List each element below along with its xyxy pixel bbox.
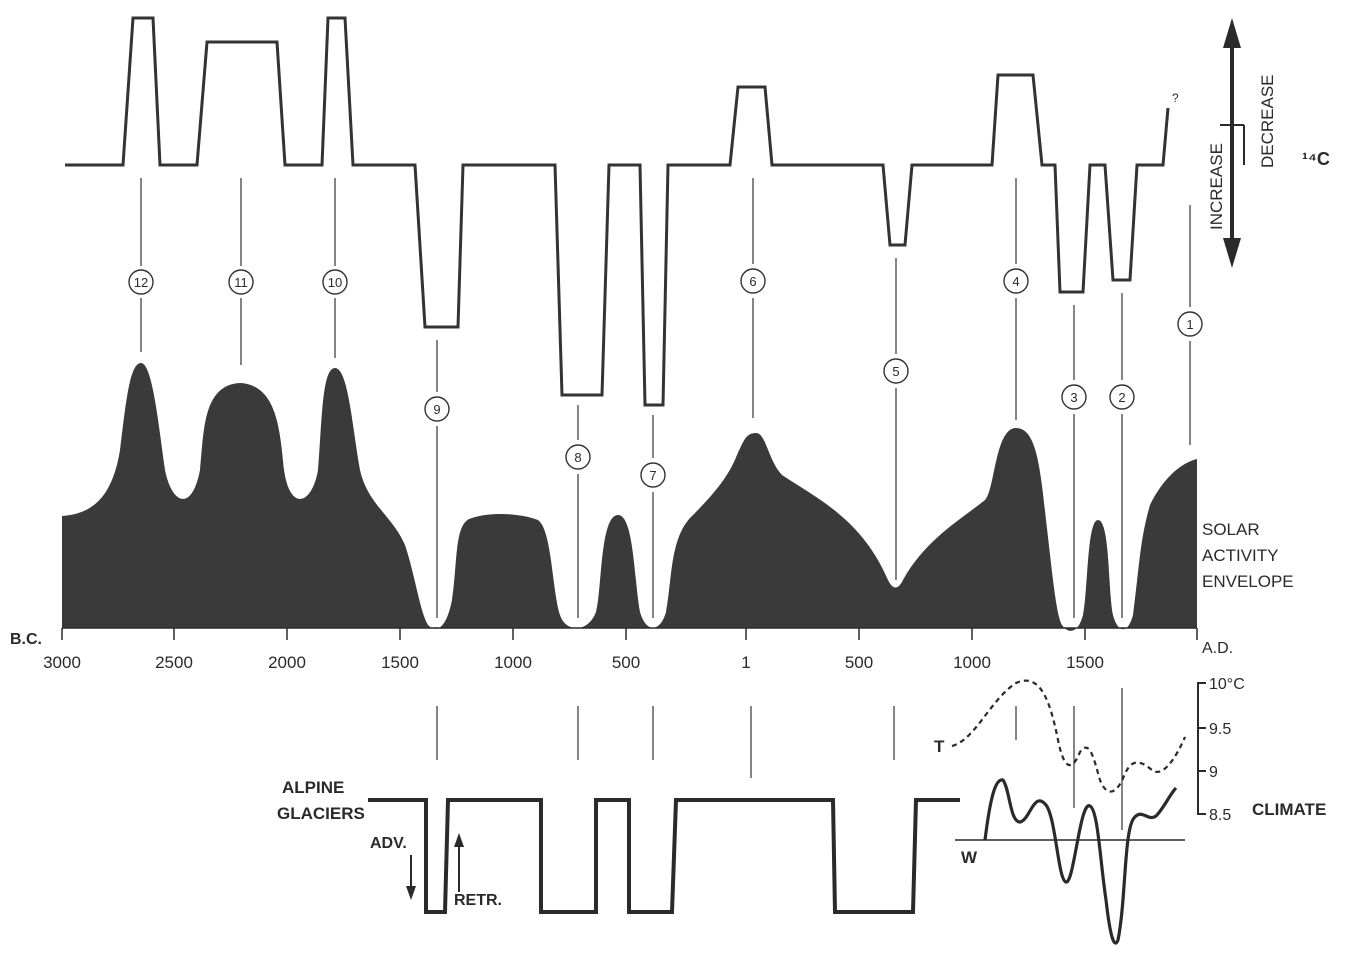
c14-panel: ? DECREASE INCREASE ¹⁴C <box>65 16 1330 407</box>
event-marker-1: 1 <box>1177 311 1203 337</box>
climate-title: CLIMATE <box>1252 800 1326 819</box>
climate-tick-9-5: 9.5 <box>1209 721 1231 738</box>
tick-label-1500ad: 1500 <box>1066 653 1104 672</box>
c14-decrease-label: DECREASE <box>1258 74 1277 168</box>
tick-label-2000: 2000 <box>268 653 306 672</box>
temperature-label: T <box>934 737 945 756</box>
climate-scale <box>1197 682 1206 815</box>
wetness-curve <box>983 778 1178 945</box>
event-marker-9: 9 <box>424 396 450 422</box>
event-marker-11: 11 <box>228 269 254 295</box>
glaciers-title-line1: ALPINE <box>282 778 344 797</box>
svg-text:7: 7 <box>649 468 656 483</box>
svg-text:10: 10 <box>328 275 342 290</box>
event-connectors <box>140 178 1191 618</box>
retreat-arrow <box>454 833 464 892</box>
event-marker-2: 2 <box>1109 384 1135 410</box>
solar-label-line3: ENVELOPE <box>1202 572 1294 591</box>
c14-label: ¹⁴C <box>1302 149 1330 169</box>
alpine-glaciers-panel: ALPINE GLACIERS ADV. RETR. <box>277 778 960 914</box>
tick-label-1000bc: 1000 <box>494 653 532 672</box>
tick-label-2500: 2500 <box>155 653 193 672</box>
climate-panel: T W 10°C 9.5 9 8.5 CLIMATE <box>934 676 1326 945</box>
tick-label-1000ad: 1000 <box>953 653 991 672</box>
event-marker-10: 10 <box>322 269 348 295</box>
tick-label-1500bc: 1500 <box>381 653 419 672</box>
svg-text:9: 9 <box>433 402 440 417</box>
event-marker-12: 12 <box>128 269 154 295</box>
temperature-curve <box>951 679 1187 793</box>
solar-envelope-shape <box>62 363 1197 631</box>
c14-question-mark: ? <box>1172 91 1179 105</box>
climate-tick-10: 10°C <box>1209 676 1245 693</box>
climate-tick-9: 9 <box>1209 764 1218 781</box>
time-axis: B.C. A.D. 3000 2500 2000 1500 1000 500 1… <box>10 627 1233 672</box>
climate-tick-8-5: 8.5 <box>1209 807 1231 824</box>
event-markers: 12 11 10 9 8 7 6 5 <box>128 268 1203 488</box>
ad-label: A.D. <box>1202 640 1233 657</box>
axis-tick-marks <box>61 628 1198 640</box>
event-marker-6: 6 <box>740 268 766 294</box>
c14-increase-label: INCREASE <box>1207 143 1226 230</box>
tick-label-500bc: 500 <box>612 653 640 672</box>
solar-label-line1: SOLAR <box>1202 520 1260 539</box>
event-marker-5: 5 <box>883 358 909 384</box>
c14-arrow <box>1220 18 1245 268</box>
tick-label-3000: 3000 <box>43 653 81 672</box>
svg-text:8: 8 <box>574 450 581 465</box>
bc-label: B.C. <box>10 631 42 648</box>
tick-label-1: 1 <box>741 653 750 672</box>
event-marker-4: 4 <box>1003 268 1029 294</box>
retreat-label: RETR. <box>454 892 502 909</box>
wetness-label: W <box>961 848 978 867</box>
svg-text:3: 3 <box>1070 390 1077 405</box>
event-marker-8: 8 <box>565 444 591 470</box>
svg-text:6: 6 <box>749 274 756 289</box>
solar-label-line2: ACTIVITY <box>1202 546 1279 565</box>
svg-text:2: 2 <box>1118 390 1125 405</box>
svg-text:12: 12 <box>134 275 148 290</box>
svg-text:1: 1 <box>1186 317 1193 332</box>
advance-arrow <box>406 855 416 900</box>
c14-step-curve <box>65 16 1170 407</box>
solar-activity-envelope: SOLAR ACTIVITY ENVELOPE <box>62 363 1294 631</box>
svg-text:4: 4 <box>1012 274 1019 289</box>
advance-label: ADV. <box>370 835 407 852</box>
glaciers-title-line2: GLACIERS <box>277 804 365 823</box>
glacier-step-curve <box>368 798 960 914</box>
glacier-connectors <box>436 688 1123 830</box>
tick-label-500ad: 500 <box>845 653 873 672</box>
svg-text:11: 11 <box>234 275 248 290</box>
event-marker-7: 7 <box>640 462 666 488</box>
svg-text:5: 5 <box>892 364 899 379</box>
event-marker-3: 3 <box>1061 384 1087 410</box>
